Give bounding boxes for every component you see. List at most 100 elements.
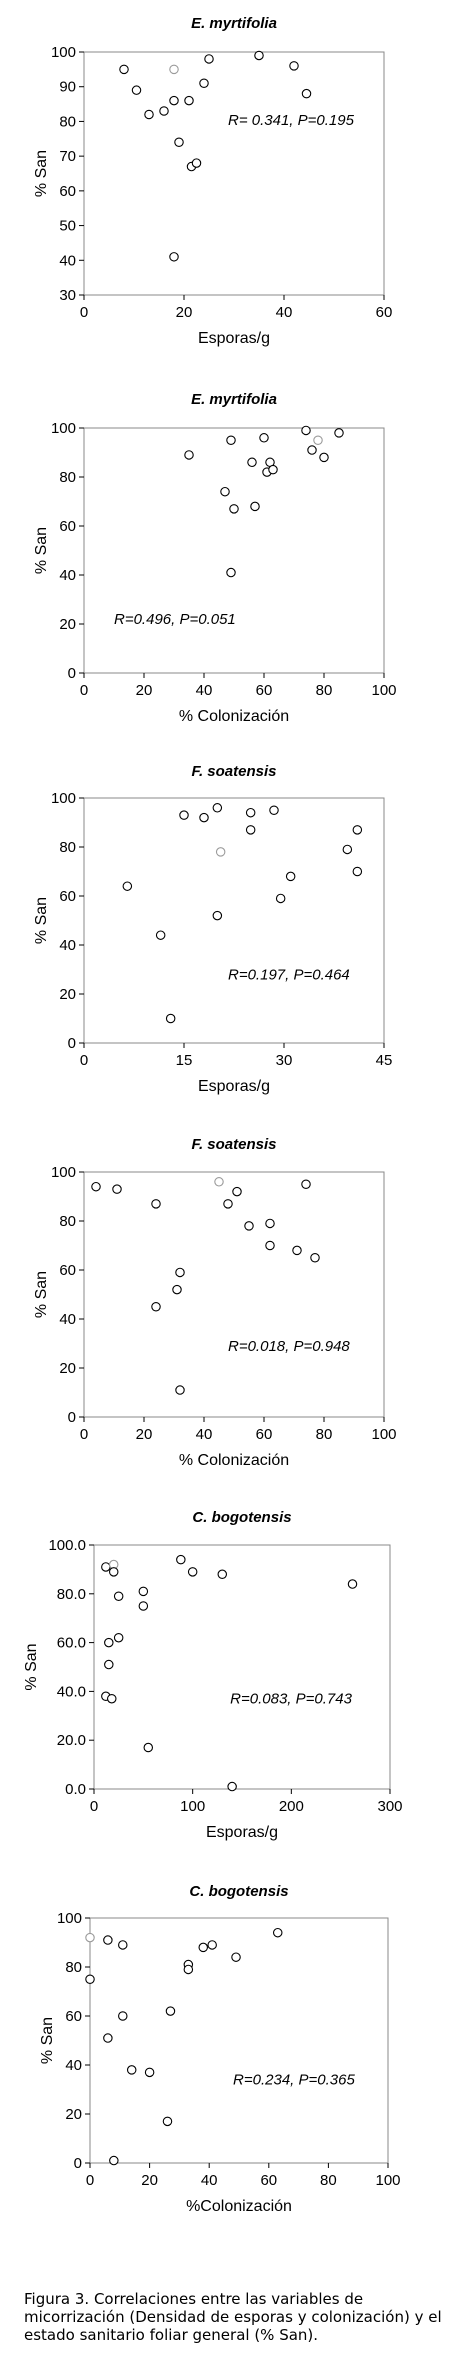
chart-5-data-point <box>143 1742 154 1753</box>
chart-2-x-tick-label: 60 <box>256 682 273 699</box>
chart-4-data-point <box>223 1199 233 1209</box>
chart-6-y-tick-label: 20 <box>65 2106 82 2123</box>
chart-5-data-point <box>113 1591 124 1601</box>
chart-4-data-point <box>175 1385 185 1395</box>
chart-6-data-point <box>85 1932 95 1943</box>
chart-6-x-tick-label: 0 <box>86 2172 94 2189</box>
chart-1-x-axis-label: Esporas/g <box>198 330 270 347</box>
chart-4-x-tick-label: 100 <box>371 1426 396 1443</box>
chart-4-data-point <box>151 1302 161 1312</box>
chart-1-data-point <box>204 54 214 64</box>
chart-6-data-point <box>231 1952 241 1962</box>
chart-6-data-point <box>103 2033 113 2043</box>
chart-5-data-point <box>138 1586 149 1597</box>
chart-3-y-tick-label: 40 <box>59 937 76 954</box>
chart-3-y-axis-label: % San <box>33 897 50 944</box>
chart-4-data-point <box>112 1184 122 1194</box>
chart-4-y-axis-label: % San <box>33 1271 50 1318</box>
chart-6-data-point <box>144 2067 155 2078</box>
chart-5-data-point <box>104 1637 114 1648</box>
chart-4-x-axis-label: % Colonización <box>179 1452 289 1469</box>
chart-3-y-tick-label: 80 <box>59 839 76 856</box>
chart-2-x-axis-label: % Colonización <box>179 708 289 725</box>
chart-5-plot-area <box>93 1544 391 1790</box>
chart-1-title: E. myrtifolia <box>191 15 277 32</box>
chart-2-x-tick-label: 20 <box>136 682 153 699</box>
chart-3-x-tick-label: 45 <box>376 1052 393 1069</box>
chart-4-data-point <box>214 1177 224 1187</box>
chart-2-data-point <box>307 445 317 455</box>
chart-3-correlation-label: R=0.197, P=0.464 <box>228 966 350 983</box>
chart-6-y-tick-label: 40 <box>65 2057 82 2074</box>
chart-3-data-point <box>215 847 226 857</box>
chart-2-data-point <box>334 428 344 438</box>
chart-1-y-tick-label: 80 <box>59 113 76 130</box>
chart-1-data-point <box>119 64 129 75</box>
chart-3-data-point <box>165 1013 176 1024</box>
chart-6-x-tick-label: 80 <box>320 2172 337 2189</box>
chart-4-y-tick-label: 60 <box>59 1262 76 1279</box>
chart-5-data-point <box>176 1554 186 1565</box>
chart-6-y-tick-label: 80 <box>65 1959 82 1976</box>
chart-4-x-tick-label: 60 <box>256 1426 273 1443</box>
chart-4-data-point <box>232 1186 242 1197</box>
figure-caption: Figura 3. Correlaciones entre las variab… <box>24 2290 442 2344</box>
chart-5-correlation-label: R=0.083, P=0.743 <box>230 1691 352 1708</box>
chart-6-data-point <box>109 2155 119 2166</box>
chart-2-x-tick-label: 80 <box>316 682 333 699</box>
chart-2-y-tick-label: 40 <box>59 567 76 584</box>
chart-5-y-axis-label: % San <box>23 1643 40 1690</box>
chart-2-x-tick-label: 40 <box>196 682 213 699</box>
chart-1-x-tick-label: 60 <box>376 304 393 321</box>
chart-3-y-tick-label: 60 <box>59 888 76 905</box>
chart-1-data-point <box>144 109 154 120</box>
chart-6-data-point <box>165 2006 176 2016</box>
chart-1-x-tick-label: 40 <box>276 304 293 321</box>
chart-2-correlation-label: R=0.496, P=0.051 <box>114 611 236 628</box>
chart-1-y-axis-label: % San <box>33 150 50 197</box>
chart-6-x-tick-label: 60 <box>260 2172 277 2189</box>
chart-6-data-point <box>162 2116 173 2127</box>
chart-4-y-tick-label: 100 <box>51 1164 76 1181</box>
chart-2-y-tick-label: 60 <box>59 518 76 535</box>
chart-5-y-tick-label: 60.0 <box>57 1635 86 1652</box>
chart-2-data-point <box>313 435 323 445</box>
chart-2-data-point <box>220 486 230 497</box>
chart-4-data-point <box>310 1253 320 1263</box>
chart-1-data-point <box>184 95 194 106</box>
chart-5-x-tick-label: 0 <box>90 1798 98 1815</box>
chart-6-data-point <box>118 2011 128 2021</box>
chart-3-data-point <box>212 910 223 921</box>
chart-1-data-point <box>301 88 312 99</box>
chart-1-data-point <box>169 95 179 106</box>
chart-1-data-point <box>174 137 184 148</box>
chart-5-x-tick-label: 200 <box>279 1798 304 1815</box>
chart-6-title: C. bogotensis <box>189 1883 288 1900</box>
chart-5-data-point <box>101 1562 111 1572</box>
chart-4-y-tick-label: 40 <box>59 1311 76 1328</box>
chart-4-x-tick-label: 40 <box>196 1426 213 1443</box>
chart-1-y-tick-label: 70 <box>59 148 76 165</box>
chart-1-data-point <box>169 252 179 262</box>
chart-6-x-axis-label: %Colonización <box>186 2198 292 2215</box>
chart-1-y-tick-label: 60 <box>59 183 76 200</box>
chart-5-x-tick-label: 100 <box>180 1798 205 1815</box>
chart-2-y-tick-label: 20 <box>59 616 76 633</box>
chart-3-data-point <box>199 812 209 823</box>
chart-5-x-tick-label: 300 <box>377 1798 402 1815</box>
chart-1-data-point <box>191 158 202 168</box>
chart-2-data-point <box>226 567 236 578</box>
chart-3-data-point <box>179 810 189 820</box>
chart-3-x-tick-label: 15 <box>176 1052 193 1069</box>
chart-6-x-tick-label: 40 <box>201 2172 218 2189</box>
chart-1-y-tick-label: 90 <box>59 79 76 96</box>
chart-1-data-point <box>254 50 264 61</box>
chart-6-data-point <box>272 1927 283 1938</box>
chart-3-x-tick-label: 30 <box>276 1052 293 1069</box>
chart-4-data-point <box>172 1284 182 1295</box>
chart-5-data-point <box>347 1579 358 1589</box>
chart-4-data-point <box>244 1221 254 1231</box>
chart-5-data-point <box>113 1632 124 1643</box>
chart-1-data-point <box>169 64 179 75</box>
